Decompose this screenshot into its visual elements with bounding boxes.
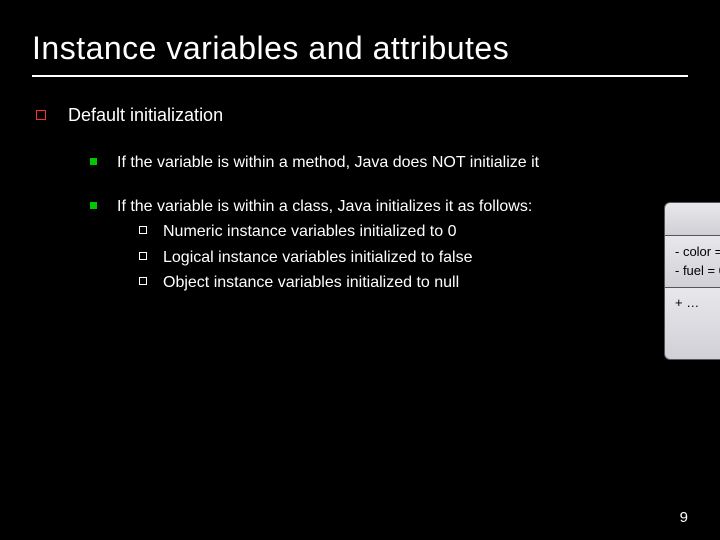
level2-text-a: If the variable is within a method, Java… bbox=[117, 152, 539, 174]
slide: Instance variables and attributes Defaul… bbox=[0, 0, 720, 540]
bullet-level2: If the variable is within a method, Java… bbox=[32, 152, 688, 174]
bullet-level3: Numeric instance variables initialized t… bbox=[117, 221, 652, 243]
level3-text-b: Logical instance variables initialized t… bbox=[163, 247, 473, 269]
level3-text-a: Numeric instance variables initialized t… bbox=[163, 221, 456, 243]
square-tiny-icon bbox=[139, 252, 147, 260]
uml-class-name: Car bbox=[664, 202, 720, 236]
text-column: If the variable is within a class, Java … bbox=[117, 196, 664, 294]
bullet-level3: Object instance variables initialized to… bbox=[117, 272, 652, 294]
square-solid-icon bbox=[90, 158, 97, 165]
bullet-level3: Logical instance variables initialized t… bbox=[117, 247, 652, 269]
uml-class-diagram: Car - color = null - fuel = 0 - xpos = 0… bbox=[664, 202, 720, 360]
level1-text: Default initialization bbox=[68, 105, 223, 126]
uml-methods: + … bbox=[664, 288, 720, 360]
level2-block-b: If the variable is within a class, Java … bbox=[117, 196, 720, 360]
bullet-level1: Default initialization bbox=[32, 105, 688, 126]
title-underline bbox=[32, 75, 688, 77]
level2-text-b: If the variable is within a class, Java … bbox=[117, 196, 652, 218]
square-tiny-icon bbox=[139, 226, 147, 234]
square-tiny-icon bbox=[139, 277, 147, 285]
square-solid-icon bbox=[90, 202, 97, 209]
uml-attr: - fuel = 0 bbox=[675, 261, 720, 281]
bullet-level2: If the variable is within a class, Java … bbox=[32, 196, 688, 360]
level3-text-c: Object instance variables initialized to… bbox=[163, 272, 459, 294]
uml-attributes: - color = null - fuel = 0 - xpos = 0 - y… bbox=[664, 236, 720, 288]
square-outline-icon bbox=[36, 110, 46, 120]
slide-title: Instance variables and attributes bbox=[32, 30, 688, 67]
uml-attrs-left: - color = null - fuel = 0 bbox=[675, 242, 720, 281]
page-number: 9 bbox=[680, 509, 688, 526]
uml-attr: - color = null bbox=[675, 242, 720, 262]
